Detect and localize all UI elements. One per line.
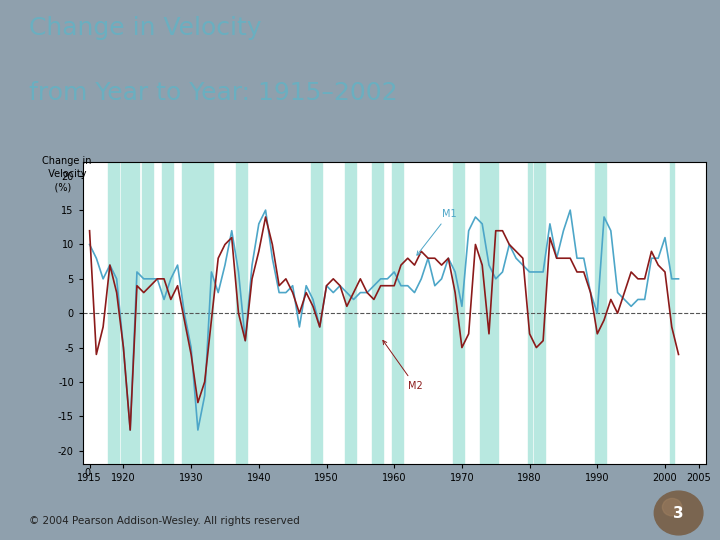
Bar	[345, 162, 356, 464]
Bar	[528, 162, 531, 464]
Text: from Year to Year: 1915–2002: from Year to Year: 1915–2002	[29, 81, 397, 105]
Bar	[236, 162, 247, 464]
Bar	[534, 162, 545, 464]
Text: 0: 0	[84, 468, 90, 478]
Text: Change in Velocity: Change in Velocity	[29, 16, 261, 40]
Bar	[670, 162, 674, 464]
Bar	[311, 162, 322, 464]
Bar	[453, 162, 464, 464]
Circle shape	[662, 498, 682, 516]
Text: Change in
  Velocity
    (%): Change in Velocity (%)	[42, 156, 92, 192]
Bar	[108, 162, 119, 464]
Text: M2: M2	[383, 340, 423, 391]
Bar	[182, 162, 213, 464]
Text: © 2004 Pearson Addison-Wesley. All rights reserved: © 2004 Pearson Addison-Wesley. All right…	[29, 516, 300, 526]
Bar	[162, 162, 173, 464]
Bar	[480, 162, 498, 464]
Bar	[372, 162, 383, 464]
Circle shape	[654, 491, 703, 535]
Text: 3: 3	[673, 507, 684, 522]
Bar	[392, 162, 403, 464]
Bar	[595, 162, 606, 464]
Bar	[122, 162, 139, 464]
Text: M1: M1	[417, 209, 456, 255]
Bar	[142, 162, 153, 464]
